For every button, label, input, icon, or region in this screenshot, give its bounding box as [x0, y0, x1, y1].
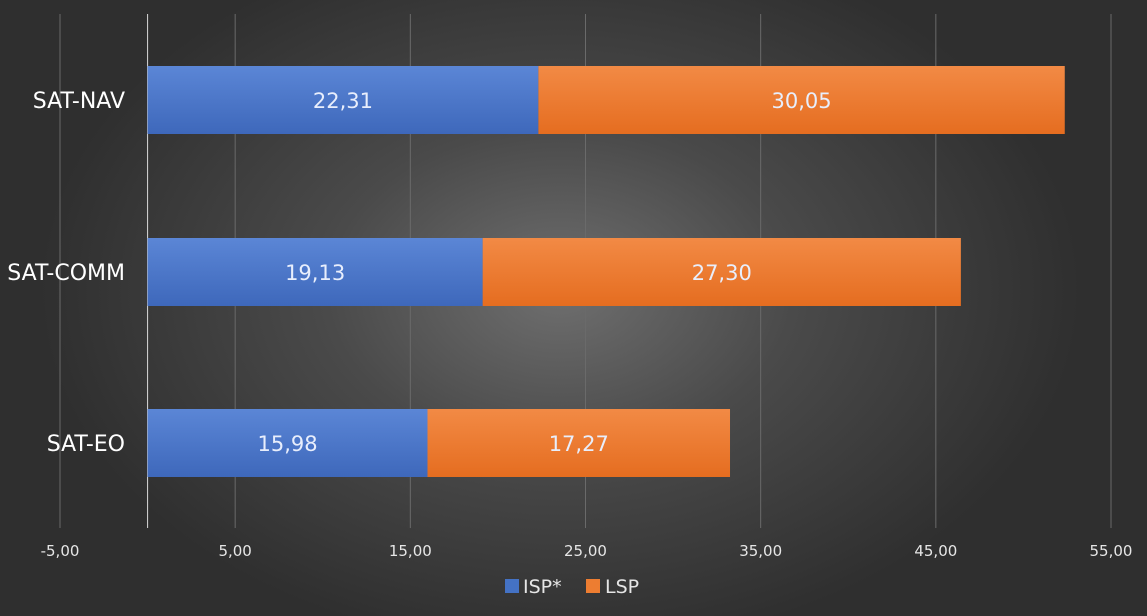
legend-label-isp: ISP* [523, 576, 562, 598]
category-label: SAT-COMM [7, 261, 125, 286]
data-label: 22,31 [313, 89, 373, 113]
data-label: 15,98 [257, 432, 317, 456]
data-label: 30,05 [772, 89, 832, 113]
x-tick-label: 45,00 [914, 542, 957, 560]
data-label: 17,27 [549, 432, 609, 456]
bar-isp [147, 66, 539, 134]
legend: ISP* LSP [505, 576, 639, 598]
bar-isp [147, 409, 428, 477]
legend-label-lsp: LSP [605, 576, 639, 598]
legend-swatch-lsp [586, 579, 600, 593]
bar-lsp [482, 238, 961, 306]
bar-lsp [538, 66, 1065, 134]
x-axis-ticks: -5,00 5,00 15,00 25,00 35,00 45,00 55,00 [41, 542, 1133, 560]
bar-isp [147, 238, 483, 306]
x-tick-label: 25,00 [564, 542, 607, 560]
data-label: 27,30 [692, 261, 752, 285]
data-label: 19,13 [285, 261, 345, 285]
x-tick-label: -5,00 [41, 542, 80, 560]
x-tick-label: 55,00 [1090, 542, 1133, 560]
category-labels: SAT-NAV SAT-COMM SAT-EO [7, 89, 125, 457]
legend-swatch-isp [505, 579, 519, 593]
bars: 22,31 30,05 19,13 27,30 15,98 17,27 [147, 66, 1065, 477]
x-tick-label: 15,00 [389, 542, 432, 560]
x-tick-label: 35,00 [739, 542, 782, 560]
category-label: SAT-NAV [33, 89, 125, 114]
category-label: SAT-EO [47, 432, 125, 457]
bar-lsp [427, 409, 731, 477]
x-tick-label: 5,00 [218, 542, 251, 560]
